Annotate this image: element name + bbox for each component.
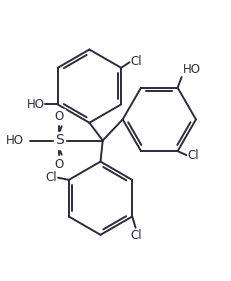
Text: Cl: Cl: [130, 55, 141, 68]
Text: HO: HO: [6, 134, 24, 147]
Text: O: O: [55, 158, 64, 171]
Text: O: O: [55, 110, 64, 123]
Text: HO: HO: [26, 98, 44, 111]
Text: S: S: [55, 133, 64, 148]
Text: Cl: Cl: [46, 171, 57, 184]
Text: Cl: Cl: [130, 229, 141, 242]
Text: HO: HO: [182, 63, 200, 76]
Text: Cl: Cl: [187, 149, 198, 162]
